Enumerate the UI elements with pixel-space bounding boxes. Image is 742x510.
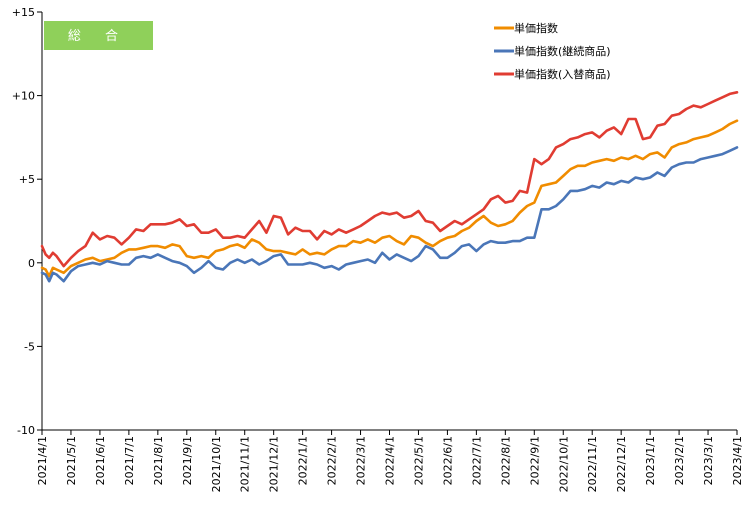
x-tick-label: 2022/1/1	[297, 436, 310, 485]
x-tick-label: 2023/2/1	[673, 436, 686, 485]
x-tick-label: 2022/8/1	[499, 436, 512, 485]
x-tick-label: 2021/10/1	[210, 436, 223, 492]
x-tick-label: 2022/5/1	[412, 436, 425, 485]
x-tick-label: 2022/4/1	[384, 436, 397, 485]
series-line-1	[40, 119, 739, 278]
x-tick-label: 2021/9/1	[181, 436, 194, 485]
y-tick-label: +5	[19, 173, 35, 186]
x-tick-label: 2022/6/1	[441, 436, 454, 485]
y-tick-label: +15	[12, 6, 35, 19]
series-line-2	[40, 146, 739, 283]
y-tick-label: 0	[28, 257, 35, 270]
x-tick-label: 2022/2/1	[326, 436, 339, 485]
y-tick-label: +10	[12, 90, 35, 103]
x-tick-label: 2022/9/1	[528, 436, 541, 485]
x-axis-ticks: 2021/4/1 2021/5/1 2021/6/1 2021/7/1 2021/8/1…	[36, 430, 742, 492]
x-tick-label: 2021/11/1	[239, 436, 252, 492]
legend-label-1: 単価指数	[514, 21, 558, 35]
legend-label-2: 単価指数(継続商品)	[514, 44, 611, 58]
x-tick-label: 2023/4/1	[731, 436, 742, 485]
x-tick-label: 2021/5/1	[65, 436, 78, 485]
chart-badge-label: 総 合	[68, 29, 128, 44]
x-tick-label: 2021/12/1	[268, 436, 281, 492]
chart-badge-background	[44, 21, 153, 50]
chart-badge: 総 合	[44, 21, 153, 50]
y-tick-label: -5	[24, 340, 35, 353]
x-tick-label: 2022/3/1	[355, 436, 368, 485]
x-tick-label: 2021/7/1	[123, 436, 136, 485]
x-tick-label: 2023/3/1	[702, 436, 715, 485]
x-tick-label: 2022/7/1	[470, 436, 483, 485]
y-tick-label: -10	[17, 424, 35, 437]
y-axis-ticks: +15 +10 +5 0 -5 -10	[12, 6, 42, 437]
x-tick-label: 2021/6/1	[94, 436, 107, 485]
series-lines	[40, 91, 739, 283]
series-line-3	[40, 91, 739, 268]
x-tick-label: 2021/8/1	[152, 436, 165, 485]
x-tick-label: 2023/1/1	[644, 436, 657, 485]
axes	[41, 12, 737, 431]
x-tick-label: 2022/11/1	[586, 436, 599, 492]
x-tick-label: 2022/10/1	[557, 436, 570, 492]
x-tick-label: 2021/4/1	[36, 436, 49, 485]
legend-label-3: 単価指数(入替商品)	[514, 67, 611, 81]
x-tick-label: 2022/12/1	[615, 436, 628, 492]
